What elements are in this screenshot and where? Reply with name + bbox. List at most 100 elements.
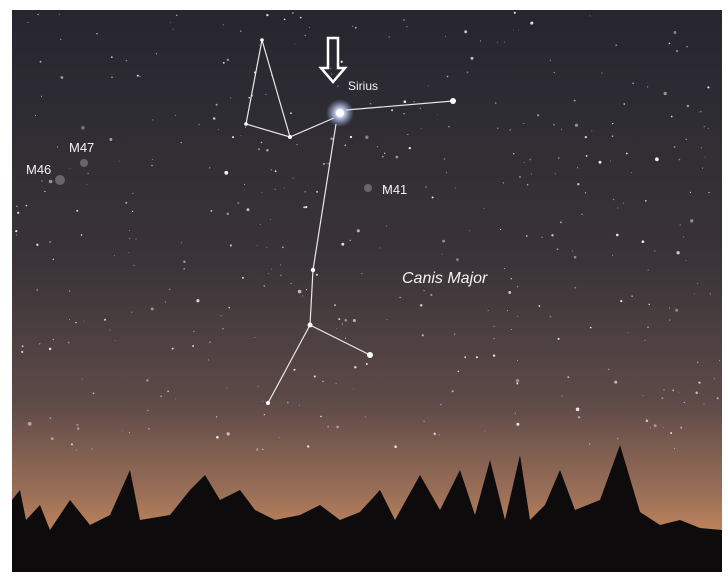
star — [675, 309, 678, 312]
star — [674, 31, 677, 34]
star — [303, 206, 305, 208]
star — [305, 206, 307, 208]
star — [590, 327, 592, 329]
star — [530, 22, 533, 25]
star — [617, 438, 618, 439]
star — [387, 319, 388, 320]
star — [669, 43, 671, 45]
star — [464, 30, 467, 33]
star — [133, 265, 134, 266]
star — [589, 443, 590, 444]
star — [708, 128, 709, 129]
star — [87, 173, 88, 174]
star — [146, 379, 149, 382]
star — [259, 45, 260, 46]
star — [708, 192, 709, 193]
star — [132, 193, 133, 194]
star — [49, 417, 51, 419]
star — [137, 75, 139, 77]
star — [314, 375, 316, 377]
star — [452, 390, 454, 392]
star — [40, 61, 42, 63]
star — [612, 135, 614, 137]
star — [28, 422, 32, 426]
star — [687, 105, 690, 108]
star — [279, 437, 280, 438]
star — [309, 27, 310, 28]
star — [275, 170, 277, 172]
star — [456, 258, 459, 261]
star — [513, 30, 514, 31]
star — [403, 113, 404, 114]
star — [70, 168, 71, 169]
object-label: M46 — [26, 162, 51, 177]
star — [183, 261, 185, 263]
star — [572, 250, 573, 251]
star — [261, 142, 262, 143]
star — [574, 287, 576, 289]
star — [684, 402, 685, 403]
star — [27, 22, 28, 23]
star — [151, 307, 154, 310]
star — [181, 242, 182, 243]
star — [407, 134, 408, 135]
star — [352, 26, 353, 27]
star — [128, 252, 129, 253]
star — [316, 274, 318, 276]
star — [422, 334, 424, 336]
star — [421, 128, 422, 129]
star — [674, 448, 675, 449]
star — [386, 225, 387, 226]
star — [480, 41, 481, 42]
star — [645, 200, 647, 202]
star — [17, 212, 19, 214]
star — [493, 354, 495, 356]
star — [293, 178, 294, 179]
star — [560, 221, 562, 223]
star — [647, 86, 648, 87]
star — [612, 255, 613, 256]
star — [646, 420, 649, 423]
star — [209, 167, 210, 168]
star — [241, 135, 242, 136]
star — [320, 416, 321, 417]
star — [227, 432, 230, 435]
star — [104, 319, 106, 321]
star — [631, 172, 632, 173]
star — [227, 59, 230, 62]
star — [256, 448, 259, 451]
star — [331, 74, 332, 75]
star — [442, 240, 445, 243]
star — [495, 102, 497, 104]
star — [304, 191, 306, 193]
star — [455, 187, 456, 188]
star — [615, 44, 616, 45]
star — [152, 119, 153, 120]
star — [464, 356, 466, 358]
star — [87, 184, 88, 185]
star — [458, 371, 459, 372]
star — [707, 86, 709, 88]
star — [608, 369, 610, 371]
star — [377, 146, 378, 147]
star — [193, 331, 194, 332]
star — [437, 115, 438, 116]
star — [300, 17, 302, 19]
star — [553, 124, 555, 126]
star — [380, 247, 381, 248]
star — [132, 211, 133, 212]
star — [237, 202, 239, 204]
star — [557, 248, 559, 250]
star — [316, 191, 318, 193]
star — [650, 427, 651, 428]
star — [567, 376, 569, 378]
star — [257, 245, 258, 246]
star — [60, 39, 61, 40]
star — [173, 29, 174, 30]
star — [271, 169, 272, 170]
star — [129, 432, 130, 433]
star — [354, 366, 356, 368]
star — [399, 297, 400, 298]
star — [172, 348, 174, 350]
star — [669, 320, 670, 321]
